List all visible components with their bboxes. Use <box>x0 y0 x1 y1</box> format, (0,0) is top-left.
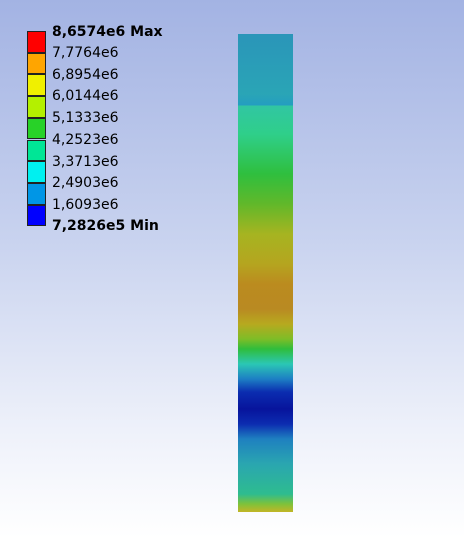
legend-label: 6,0144e6 <box>52 88 119 104</box>
legend-label: 2,4903e6 <box>52 175 119 191</box>
legend-label: 6,8954e6 <box>52 67 119 83</box>
legend-swatch <box>27 205 46 227</box>
legend-swatch <box>27 161 46 183</box>
legend-swatch <box>27 31 46 53</box>
legend-label: 4,2523e6 <box>52 132 119 148</box>
legend-swatch <box>27 183 46 205</box>
legend-max: 8,6574e6 Max <box>52 24 163 40</box>
legend-swatch <box>27 118 46 140</box>
legend-min: 7,2826e5 Min <box>52 218 159 234</box>
legend-label: 3,3713e6 <box>52 154 119 170</box>
legend-swatch <box>27 140 46 162</box>
legend-label: 5,1333e6 <box>52 110 119 126</box>
legend-label: 1,6093e6 <box>52 197 119 213</box>
legend-swatch <box>27 96 46 118</box>
contour-model <box>238 34 293 512</box>
legend-swatch <box>27 74 46 96</box>
legend-label: 7,7764e6 <box>52 45 119 61</box>
viewport: 8,6574e6 Max 7,7764e6 6,8954e6 6,0144e6 … <box>0 0 464 538</box>
legend-swatch <box>27 53 46 75</box>
